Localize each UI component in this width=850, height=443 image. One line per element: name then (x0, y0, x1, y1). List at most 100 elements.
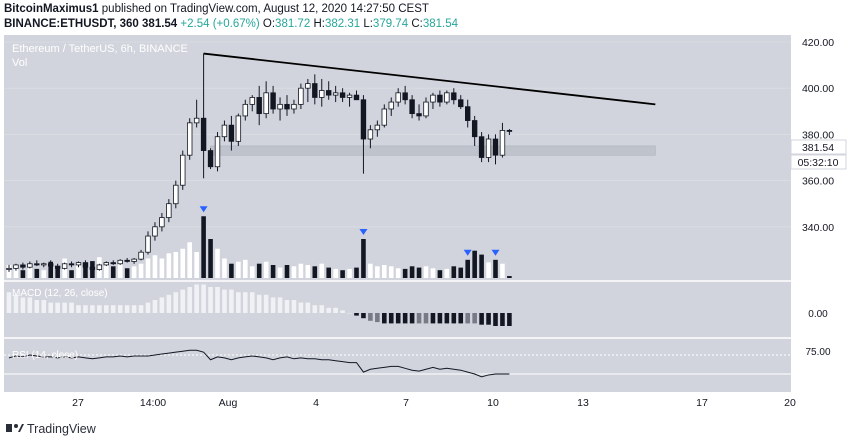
macd-bar (6, 292, 12, 313)
volume-bar (69, 270, 74, 278)
macd-bar (90, 305, 95, 313)
volume-bar (493, 259, 498, 278)
candle-body (312, 83, 318, 98)
volume-bar (319, 263, 325, 278)
volume-bar (444, 268, 450, 278)
chart-header: BitcoinMaximus1 published on TradingView… (0, 0, 850, 34)
chart-canvas[interactable]: Ethereum / TetherUS, 6h, BINANCE Vol MAC… (0, 34, 850, 414)
volume-bar (347, 268, 352, 278)
volume-bar (409, 266, 415, 278)
volume-bar (395, 268, 401, 278)
candle (54, 263, 61, 271)
last-price-tag: 381.54 (790, 139, 847, 155)
macd-bar (236, 292, 241, 313)
volume-bar (270, 265, 276, 278)
candle-body (325, 90, 332, 96)
candle (186, 118, 193, 160)
candle (381, 104, 387, 128)
macd-bar (284, 300, 290, 313)
macd-bar (472, 313, 477, 324)
candle-body (27, 263, 33, 268)
volume-bar (312, 266, 318, 278)
volume-bar (388, 266, 394, 278)
macd-bar (145, 302, 151, 313)
volume-bar (402, 268, 408, 278)
candle (193, 99, 200, 128)
rsi-label: RSI (14, close) (12, 350, 78, 361)
volume-bar (159, 258, 165, 278)
volume-bar (138, 263, 144, 278)
volume-bar (291, 266, 297, 278)
volume-bar (284, 265, 290, 278)
macd-bar (388, 313, 394, 324)
candle (173, 180, 179, 209)
countdown-tag-text: 05:32:10 (798, 157, 839, 169)
price-axis (791, 35, 846, 392)
macd-bar (416, 313, 422, 324)
price-axis-tick: 380.00 (802, 129, 834, 141)
rsi-polyline (8, 349, 510, 378)
tradingview-brand[interactable]: TradingView (27, 422, 96, 436)
candle-body (207, 150, 214, 168)
candle (458, 95, 464, 109)
symbol-label: BINANCE:ETHUSDT, 360 (4, 18, 139, 30)
candle (159, 212, 165, 232)
candle-body (485, 138, 492, 158)
macd-bar (465, 313, 470, 324)
low-label: L: (363, 18, 373, 30)
candle-body (339, 92, 346, 98)
macd-bar (62, 302, 67, 313)
candle-body (388, 101, 394, 110)
candle-body (332, 92, 339, 96)
candle-body (89, 266, 96, 270)
volume-bar (416, 267, 422, 278)
volume-bar (187, 242, 192, 278)
candle-body (305, 83, 311, 89)
macd-bar (152, 300, 158, 313)
low-value: 379.74 (372, 18, 409, 30)
candle (6, 264, 12, 272)
macd-bar (159, 297, 165, 313)
candle (332, 85, 339, 103)
candle (485, 134, 492, 163)
price-axis-tick: 360.00 (802, 176, 834, 188)
candle (41, 262, 47, 268)
macd-bar (395, 313, 401, 324)
volume-bar (368, 263, 373, 278)
candle (48, 260, 54, 267)
macd-bar (312, 305, 318, 313)
candle-body (159, 217, 165, 228)
time-axis-tick: 27 (72, 397, 84, 409)
time-axis-tick: Aug (219, 397, 238, 409)
macd-bar (277, 297, 283, 313)
macd-bar (479, 313, 484, 325)
volume-bar (243, 259, 248, 278)
candle-body (242, 103, 248, 117)
candle (75, 261, 82, 268)
macd-bar (319, 305, 325, 313)
candle (492, 134, 499, 165)
volume-bar (131, 266, 137, 278)
candle (346, 92, 353, 107)
candle (277, 97, 283, 121)
macd-bar (55, 302, 60, 313)
macd-bar (263, 294, 269, 313)
candle (145, 231, 151, 255)
macd-bar (305, 302, 311, 313)
candle (96, 263, 103, 271)
trendline[interactable] (203, 52, 656, 106)
author-name[interactable]: BitcoinMaximus1 (4, 3, 99, 15)
candle-body (423, 101, 429, 117)
candle (131, 257, 137, 264)
candle (61, 262, 68, 270)
candle-body (166, 203, 172, 218)
volume-bar (173, 252, 179, 278)
volume-bar (423, 266, 429, 278)
macd-bar (27, 297, 33, 313)
macd-bar (208, 287, 213, 313)
macd-histogram (6, 284, 512, 326)
macd-bar (270, 297, 276, 313)
candle (200, 53, 207, 179)
macd-bar (97, 305, 102, 313)
candle-body (492, 138, 499, 156)
